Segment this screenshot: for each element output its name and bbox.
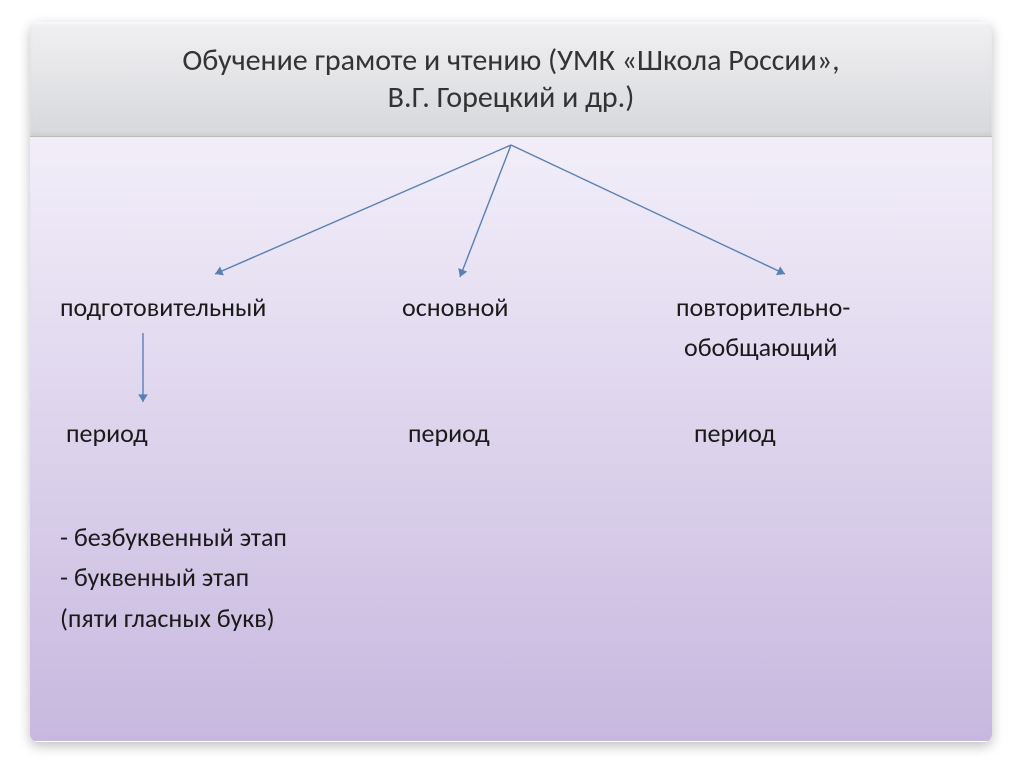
title-line1: Обучение грамоте и чтению (УМК «Школа Ро… <box>182 42 839 79</box>
col-main: основной <box>370 287 660 368</box>
content-card: Обучение грамоте и чтению (УМК «Школа Ро… <box>30 22 992 742</box>
col-preparatory: подготовительный <box>60 287 370 368</box>
period-1: период <box>60 417 370 449</box>
stages-list: - безбуквенный этап - буквенный этап (пя… <box>60 517 287 638</box>
period-3: период <box>660 417 940 449</box>
slide: Обучение грамоте и чтению (УМК «Школа Ро… <box>0 0 1024 767</box>
stage-line1: - безбуквенный этап <box>60 517 287 557</box>
slide-body: подготовительный основной повторительно-… <box>30 137 992 741</box>
period-2: период <box>370 417 660 449</box>
col3-label-line1: повторительно- <box>676 287 940 327</box>
col3-label-line2: обобщающий <box>676 327 940 367</box>
title-line2: В.Г. Горецкий и др.) <box>388 79 635 116</box>
period-row: период период период <box>60 417 962 449</box>
col-review: повторительно- обобщающий <box>660 287 940 368</box>
stage-line2: - буквенный этап <box>60 557 287 597</box>
col1-label: подготовительный <box>60 287 370 327</box>
stage-line3: (пяти гласных букв) <box>60 598 287 638</box>
col2-label: основной <box>402 287 660 327</box>
slide-title: Обучение грамоте и чтению (УМК «Школа Ро… <box>30 22 992 137</box>
columns-row: подготовительный основной повторительно-… <box>60 287 962 368</box>
branch-arrows <box>30 137 992 297</box>
